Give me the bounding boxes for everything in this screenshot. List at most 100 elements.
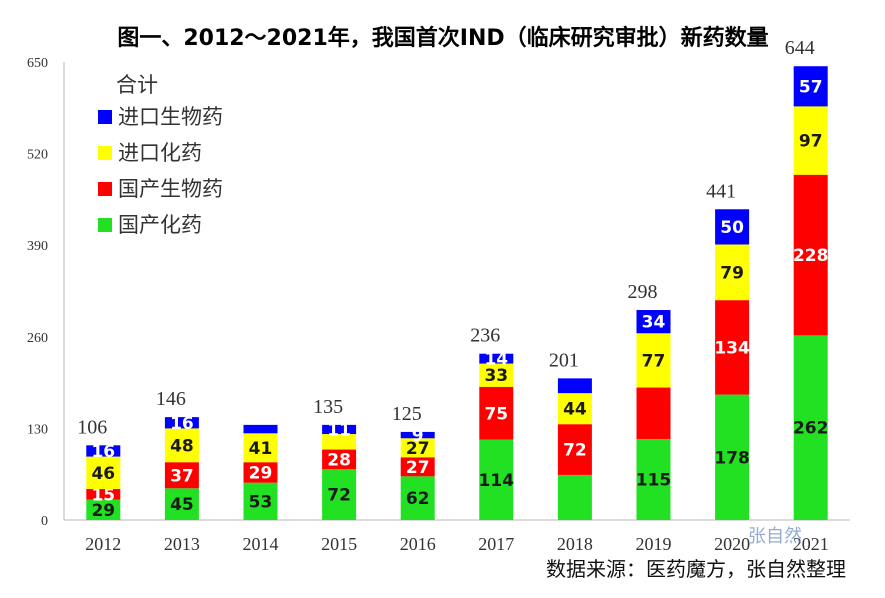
bar-segment [479,353,514,364]
bar-segment [322,424,357,435]
data-label: 228 [793,246,829,266]
bar-segment [557,378,592,394]
bar-segment [243,433,278,463]
data-label: 79 [720,263,744,283]
total-label: 125 [392,403,422,425]
data-label: 9 [412,426,424,446]
total-label: 236 [470,325,500,347]
data-label: 48 [170,436,194,456]
data-label: 53 [249,492,273,512]
data-label: 97 [799,132,823,152]
data-label: 16 [170,414,194,434]
bar-segment [636,438,671,520]
data-label: 75 [484,404,508,424]
bar-segment [243,462,278,483]
bar-segment [400,457,435,477]
data-label: 15 [91,485,115,505]
source-note: 数据来源：医药魔方，张自然整理 [546,557,846,581]
bar-segment [557,393,592,425]
bar-segment [557,424,592,475]
x-tick-label: 2015 [321,534,357,554]
bar-segment [715,244,750,301]
bar-segment [400,438,435,458]
data-label: 46 [91,464,115,484]
bar-segment [636,387,671,439]
bar-segment [243,424,278,434]
x-tick-label: 2020 [714,534,750,554]
bar-segment [243,482,278,520]
legend-swatch [98,146,112,160]
data-label: 57 [799,77,823,97]
bar-segment [479,363,514,387]
x-tick-label: 2021 [793,534,829,554]
y-ticks: 0 130 260 390 520 650 [27,56,48,529]
bar-segment [715,300,750,395]
bar-segment [164,462,199,489]
y-tick-label: 0 [41,514,48,529]
data-label: 114 [479,471,515,491]
total-label: 298 [628,281,658,303]
y-tick-label: 520 [27,148,48,163]
bar-segment [793,66,828,107]
bar-segment [793,106,828,175]
x-tick-label: 2019 [636,534,672,554]
bar-segment [715,394,750,520]
bar-segment [86,499,121,520]
chart-title: 图一、2012～2021年，我国首次IND（临床研究审批）新药数量 [117,25,768,51]
total-label: 146 [156,388,186,410]
legend-label: 国产化药 [118,213,202,237]
legend-swatch [98,110,112,124]
bar-segment [322,434,357,450]
data-label: 134 [714,338,750,358]
bar-segment [715,209,750,245]
legend-label: 国产生物药 [118,177,223,201]
y-tick-label: 130 [27,422,48,437]
x-tick-label: 2018 [557,534,593,554]
data-label: 45 [170,495,194,515]
data-label: 41 [249,439,273,459]
data-label: 262 [793,419,829,439]
bar-segment [636,333,671,388]
data-label: 178 [714,448,750,468]
x-tick-label: 2017 [478,534,514,554]
y-tick-label: 260 [27,331,48,346]
watermark: 张自然 [748,526,802,547]
bar-segment [86,445,121,457]
total-label: 201 [549,349,579,371]
legend-swatch [98,182,112,196]
bar-segment [400,476,435,520]
data-label: 72 [563,441,587,461]
bar-segment [322,449,357,470]
bar-segment [636,310,671,334]
bars: 2915461610645374816146532941722811135622… [77,37,828,521]
bar-segment [400,431,435,439]
bar-segment [164,417,199,429]
bar-segment [322,469,357,520]
data-label: 16 [91,442,115,462]
data-label: 72 [327,486,351,506]
data-label: 34 [642,313,666,333]
total-label: 135 [313,396,343,418]
data-label: 44 [563,400,587,420]
data-label: 27 [406,439,430,459]
data-label: 77 [642,351,666,371]
data-label: 29 [91,501,115,521]
total-label: 441 [706,180,736,202]
bar-segment [86,488,121,500]
data-label: 11 [327,420,351,440]
x-tick-label: 2014 [243,534,279,554]
bar-segment [86,456,121,489]
data-label: 33 [484,366,508,386]
bar-segment [164,428,199,463]
data-label: 29 [249,463,273,483]
data-label: 37 [170,466,194,486]
total-label: 644 [785,37,815,59]
bar-segment [479,439,514,520]
data-label: 28 [327,450,351,470]
bar-segment [793,335,828,520]
total-label: 106 [77,416,107,438]
x-tick-label: 2016 [400,534,436,554]
legend-title: 合计 [116,73,158,97]
bar-segment [557,474,592,520]
